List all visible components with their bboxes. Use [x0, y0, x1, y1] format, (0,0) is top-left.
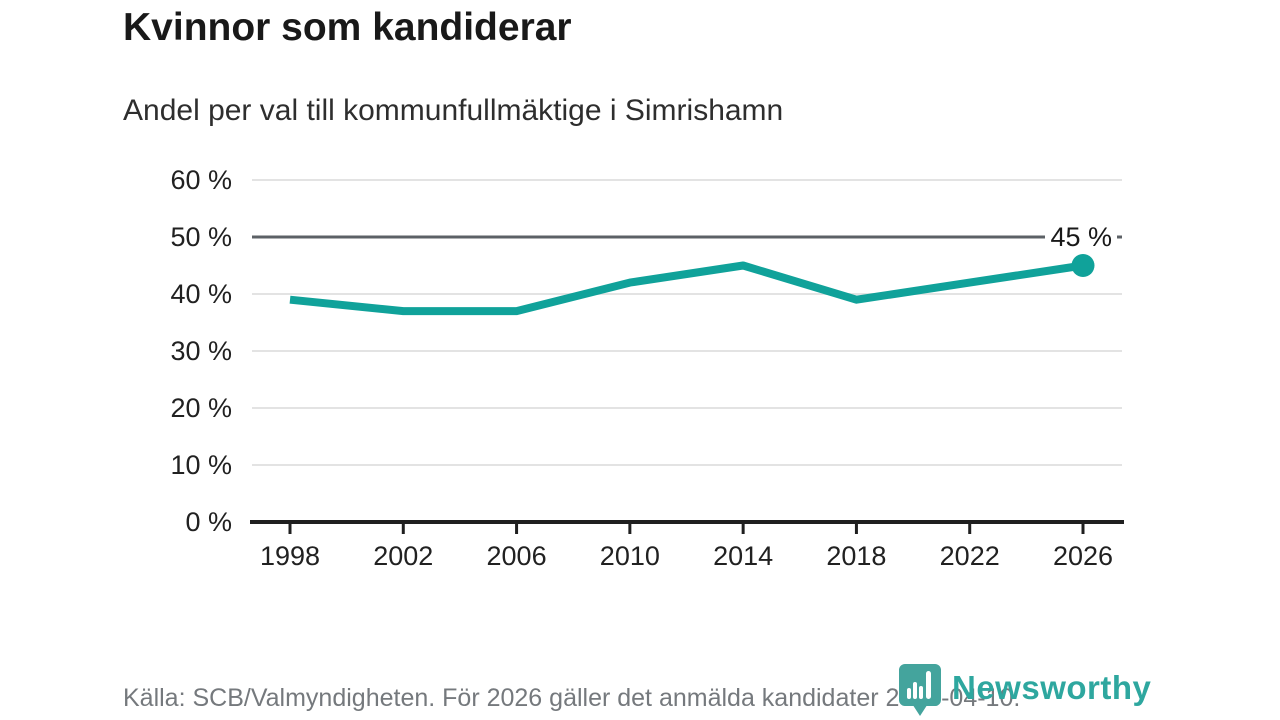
newsworthy-logo-text: Newsworthy [952, 669, 1152, 706]
y-axis-tick-label: 50 % [170, 222, 232, 252]
chart-subtitle: Andel per val till kommunfullmäktige i S… [123, 94, 784, 127]
page-title: Kvinnor som kandiderar [123, 6, 572, 49]
x-axis-tick-label: 2022 [939, 541, 1000, 571]
end-point-marker [1071, 254, 1095, 277]
x-axis-tick-label: 2010 [599, 541, 660, 571]
x-axis-tick-label: 2014 [713, 541, 774, 571]
x-axis-tick-label: 1998 [259, 541, 321, 571]
trend-line [289, 261, 1084, 316]
x-axis-tick-label: 2006 [486, 541, 547, 571]
y-axis-tick-label: 60 % [170, 165, 232, 195]
y-axis-tick-label: 10 % [170, 450, 232, 480]
source-note: Källa: SCB/Valmyndigheten. För 2026 gäll… [123, 684, 1021, 712]
x-axis-tick-label: 2018 [826, 541, 887, 571]
x-axis-tick-label: 2026 [1052, 541, 1114, 571]
y-axis-tick-label: 30 % [170, 336, 232, 366]
bar-chart-pin-icon [899, 664, 941, 716]
y-axis-tick-label: 40 % [170, 279, 232, 309]
end-value-label: 45 % [1045, 220, 1117, 254]
newsworthy-logo: Newsworthy [898, 663, 1151, 717]
y-axis-tick-label: 20 % [170, 393, 232, 423]
y-axis-tick-label: 0 % [185, 507, 232, 537]
x-axis-tick-label: 2002 [373, 541, 434, 571]
